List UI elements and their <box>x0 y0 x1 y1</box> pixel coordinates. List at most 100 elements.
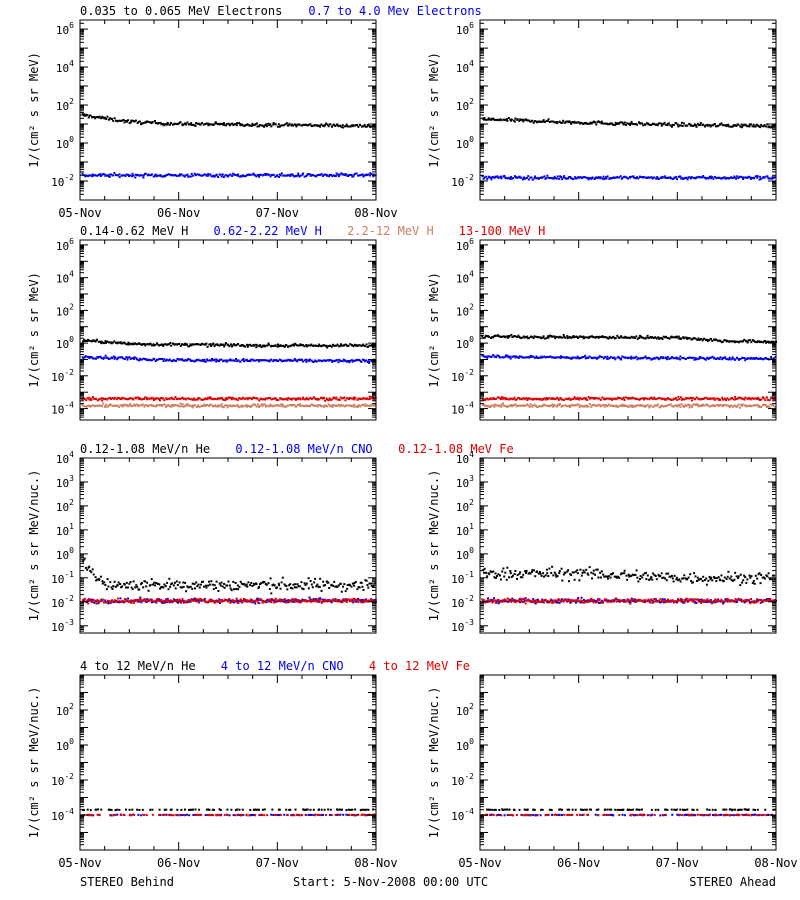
data-point <box>303 600 306 603</box>
data-point <box>179 402 182 405</box>
data-point <box>127 356 129 359</box>
data-point <box>84 355 87 358</box>
data-point <box>589 335 592 338</box>
data-point <box>545 397 548 399</box>
data-point <box>524 356 527 359</box>
data-point <box>188 600 191 603</box>
data-point <box>135 584 138 587</box>
data-point <box>263 125 266 128</box>
data-point <box>83 174 86 177</box>
data-point <box>581 356 584 359</box>
data-point <box>212 600 215 603</box>
data-point <box>532 404 535 407</box>
data-point <box>183 175 186 178</box>
data-point <box>96 174 99 177</box>
data-point <box>644 397 646 400</box>
data-point <box>299 359 301 361</box>
data-point <box>132 403 135 406</box>
data-point <box>483 176 486 179</box>
data-point <box>709 125 712 128</box>
data-point <box>222 123 225 126</box>
data-point <box>655 177 658 180</box>
data-point <box>95 116 98 119</box>
data-point <box>315 360 318 363</box>
data-point <box>210 403 213 406</box>
data-point <box>508 335 511 338</box>
data-point <box>634 397 637 400</box>
data-point <box>287 397 290 399</box>
data-point <box>668 357 671 360</box>
data-point <box>698 357 701 360</box>
data-point <box>190 122 193 125</box>
data-point <box>753 125 756 128</box>
data-point <box>741 176 744 179</box>
data-point <box>692 176 695 179</box>
data-point <box>654 336 657 339</box>
data-point <box>652 122 654 125</box>
data-point <box>229 358 232 361</box>
data-point <box>521 178 524 181</box>
data-point <box>710 177 712 180</box>
data-point <box>85 399 88 402</box>
data-point <box>296 123 299 126</box>
data-point <box>285 405 288 408</box>
data-point <box>496 354 499 357</box>
data-point <box>338 358 341 361</box>
data-point <box>618 176 621 179</box>
data-point <box>87 396 90 399</box>
data-point <box>227 580 230 583</box>
data-point <box>622 403 625 406</box>
data-point <box>616 334 619 337</box>
data-point <box>772 403 774 406</box>
data-point <box>81 172 84 175</box>
data-point <box>115 404 118 407</box>
data-point <box>756 398 759 401</box>
data-point <box>539 120 542 123</box>
data-point <box>141 343 144 346</box>
data-point <box>108 176 111 178</box>
data-point <box>220 175 223 178</box>
data-point <box>370 598 373 601</box>
data-point <box>82 404 85 407</box>
x-axis-ticks <box>479 240 777 420</box>
data-point <box>725 358 728 360</box>
data-point <box>141 403 144 406</box>
data-point <box>158 583 161 586</box>
data-point <box>676 178 679 181</box>
data-point <box>509 118 512 121</box>
data-point <box>729 340 732 343</box>
data-point <box>242 358 245 360</box>
data-point <box>763 176 766 179</box>
data-point <box>746 397 749 400</box>
data-point <box>332 584 334 587</box>
data-point <box>247 581 250 584</box>
data-point <box>178 581 181 584</box>
data-point <box>164 406 167 409</box>
data-point <box>748 123 751 126</box>
data-point <box>102 116 105 119</box>
data-point <box>563 356 566 359</box>
data-point <box>315 124 318 127</box>
data-point <box>646 334 649 337</box>
data-point <box>610 404 613 407</box>
data-point <box>758 178 761 181</box>
data-point <box>123 404 126 407</box>
data-point <box>556 356 559 359</box>
data-point <box>112 355 115 358</box>
data-point <box>627 406 630 408</box>
data-point <box>274 597 277 600</box>
data-point <box>742 397 745 400</box>
data-point <box>344 173 347 175</box>
data-point <box>272 583 275 586</box>
data-point <box>689 404 692 407</box>
data-point <box>306 124 309 127</box>
data-point <box>350 397 353 400</box>
data-point <box>597 403 600 406</box>
data-point <box>81 403 84 406</box>
data-point <box>239 598 242 601</box>
data-point <box>278 404 281 407</box>
data-point <box>647 337 650 340</box>
data-point <box>692 397 695 399</box>
x-axis-ticks <box>79 20 377 200</box>
